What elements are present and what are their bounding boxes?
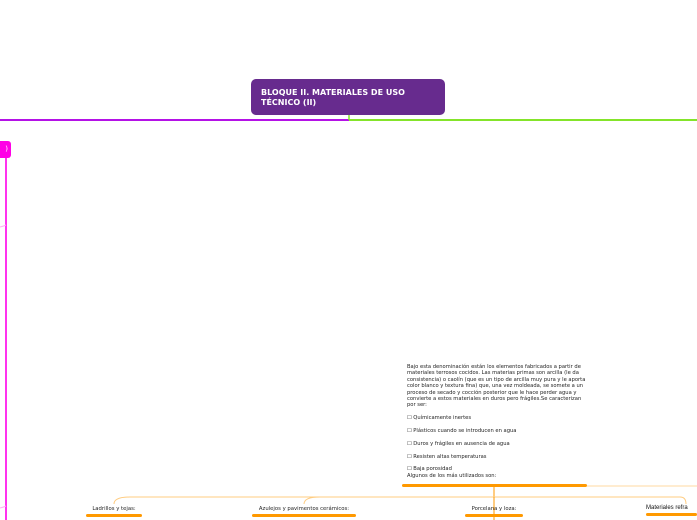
- child-label: Ladrillos y tejas:: [92, 506, 136, 512]
- child-node-refractarios[interactable]: Materiales refra: [646, 505, 697, 516]
- feature-item: ☐ Baja porosidad: [407, 466, 452, 473]
- child-label: Azulejos y pavimentos cerámicos:: [258, 506, 350, 512]
- feature-item: ☐ Químicamente inertes: [407, 415, 472, 422]
- central-topic[interactable]: BLOQUE II. MATERIALES DE USO TÉCNICO (II…: [251, 79, 445, 115]
- child-node-porcelana[interactable]: Porcelana y loza:: [464, 506, 524, 517]
- description-text: Bajo esta denominación están los element…: [407, 364, 586, 409]
- topic-description: Bajo esta denominación están los element…: [407, 364, 587, 479]
- feature-item: ☐ Plásticos cuando se introducen en agua: [407, 428, 517, 435]
- child-node-ladrillos[interactable]: Ladrillos y tejas:: [84, 506, 144, 517]
- child-underline: [252, 514, 356, 517]
- left-branch-label: ): [5, 145, 8, 153]
- topic-underline: [402, 484, 587, 487]
- child-underline: [465, 514, 523, 517]
- left-branch-node[interactable]: ): [0, 141, 11, 158]
- child-node-azulejos[interactable]: Azulejos y pavimentos cerámicos:: [250, 506, 358, 517]
- child-label: Porcelana y loza:: [471, 506, 517, 512]
- feature-item: ☐ Resisten altas temperaturas: [407, 453, 487, 460]
- child-label: Materiales refra: [646, 505, 688, 511]
- child-underline: [646, 513, 697, 516]
- description-footer: Algunos de los más utilizados son:: [407, 472, 497, 479]
- child-underline: [86, 514, 142, 517]
- feature-item: ☐ Duros y frágiles en ausencia de agua: [407, 440, 510, 447]
- central-topic-title: BLOQUE II. MATERIALES DE USO TÉCNICO (II…: [261, 88, 405, 107]
